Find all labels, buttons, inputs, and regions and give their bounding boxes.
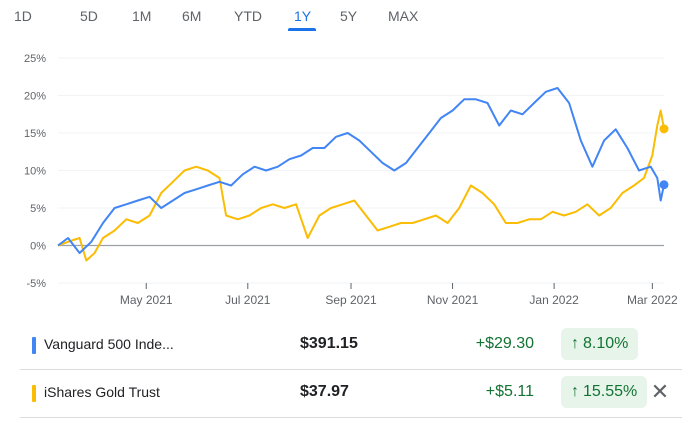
holding-price: $37.97 bbox=[300, 383, 349, 400]
series-line-vanguard bbox=[57, 87, 665, 254]
holding-percent-badge: ↑ 15.55% bbox=[561, 376, 648, 408]
series-end-dot-vanguard bbox=[659, 180, 669, 190]
holding-change: +$29.30 bbox=[475, 335, 534, 352]
holding-percent-badge: ↑ 8.10% bbox=[561, 328, 639, 360]
y-tick-label: 0% bbox=[30, 241, 46, 253]
holding-name: Vanguard 500 Inde... bbox=[44, 336, 174, 352]
x-tick-label: Jan 2022 bbox=[529, 293, 579, 307]
y-tick-label: 10% bbox=[24, 166, 46, 178]
x-tick-label: Mar 2022 bbox=[627, 293, 678, 307]
holding-row-gold[interactable]: iShares Gold Trust $37.97 +$5.11 ↑ 15.55… bbox=[20, 370, 682, 416]
tab-ytd[interactable]: YTD bbox=[234, 8, 262, 24]
y-tick-label: 15% bbox=[24, 128, 46, 140]
x-tick-label: Jul 2021 bbox=[225, 293, 271, 307]
tab-1y[interactable]: 1Y bbox=[294, 8, 312, 24]
x-tick-label: Nov 2021 bbox=[427, 293, 479, 307]
series-line-gold bbox=[57, 109, 665, 262]
close-icon[interactable]: ✕ bbox=[650, 379, 670, 404]
holding-change: +$5.11 bbox=[485, 383, 534, 400]
holding-percent: 15.55% bbox=[583, 383, 638, 400]
y-tick-label: 20% bbox=[24, 91, 46, 103]
tab-5y[interactable]: 5Y bbox=[340, 8, 358, 24]
x-tick-label: May 2021 bbox=[120, 293, 173, 307]
tab-6m[interactable]: 6M bbox=[182, 8, 202, 24]
tab-1m[interactable]: 1M bbox=[132, 8, 152, 24]
row-divider bbox=[20, 417, 682, 418]
x-tick-label: Sep 2021 bbox=[325, 293, 377, 307]
y-tick-label: 25% bbox=[24, 53, 46, 65]
row-divider bbox=[20, 369, 682, 370]
holding-price: $391.15 bbox=[300, 335, 358, 352]
holding-row-vanguard[interactable]: Vanguard 500 Inde... $391.15 +$29.30 ↑ 8… bbox=[20, 322, 682, 368]
active-tab-indicator bbox=[288, 28, 316, 31]
y-tick-label: -5% bbox=[26, 278, 46, 290]
arrow-up-icon: ↑ bbox=[571, 335, 579, 352]
series-color-swatch bbox=[32, 337, 36, 354]
series-end-dot-gold bbox=[659, 124, 669, 134]
y-tick-label: 5% bbox=[30, 203, 46, 215]
series-color-swatch bbox=[32, 385, 36, 402]
time-range-tabs: 1D 5D 1M 6M YTD 1Y 5Y MAX bbox=[0, 0, 700, 36]
tab-max[interactable]: MAX bbox=[388, 8, 419, 24]
performance-chart[interactable]: 25% 20% 15% 10% 5% 0% -5% May 2021 Jul 2021 Sep 2… bbox=[0, 40, 700, 310]
tab-1d[interactable]: 1D bbox=[14, 8, 32, 24]
holding-name: iShares Gold Trust bbox=[44, 384, 160, 400]
holding-percent: 8.10% bbox=[583, 335, 629, 352]
tab-5d[interactable]: 5D bbox=[80, 8, 98, 24]
arrow-up-icon: ↑ bbox=[571, 383, 579, 400]
